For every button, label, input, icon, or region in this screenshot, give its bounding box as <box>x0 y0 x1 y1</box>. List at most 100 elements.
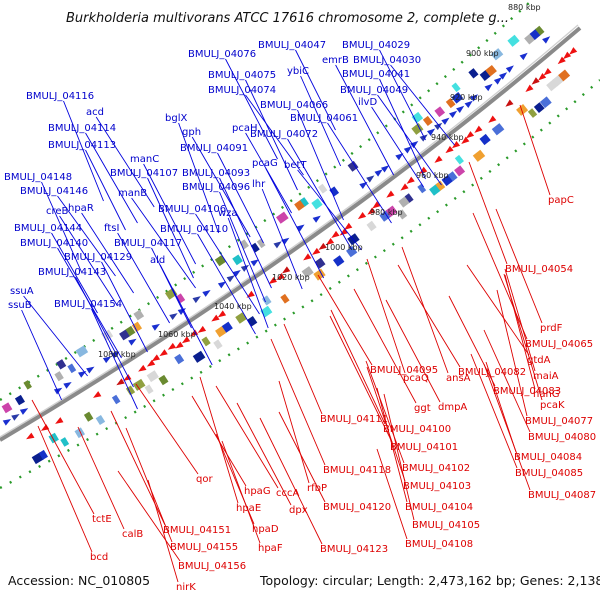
reverse-category-block <box>479 133 491 146</box>
reverse-gene-label: prdF <box>540 323 563 334</box>
reverse-gene-arrow <box>197 325 207 333</box>
reverse-category-block <box>235 312 247 324</box>
forward-gene-arrow <box>217 281 227 289</box>
reverse-gene-arrow <box>217 310 227 318</box>
forward-gene-arrow <box>63 381 72 389</box>
forward-label-leader <box>95 116 155 208</box>
forward-category-block <box>56 359 67 370</box>
reverse-label-leader <box>125 427 173 543</box>
reverse-gene-label: BMULJ_04083 <box>493 386 561 397</box>
forward-gene-label: BMULJ_04148 <box>4 172 72 183</box>
forward-gene-arrow <box>78 370 87 378</box>
forward-label-leader <box>191 136 251 238</box>
reverse-label-leader <box>31 399 95 515</box>
reverse-category-block <box>83 411 94 422</box>
tick-label: 1040 kbp <box>214 302 252 311</box>
reverse-gene-label: hpaG <box>244 486 271 497</box>
forward-gene-label: ybiC <box>287 66 309 77</box>
forward-gene-arrow <box>296 224 305 232</box>
forward-gene-label: ssuA <box>10 286 34 297</box>
forward-gene-arrow <box>11 414 20 421</box>
forward-label-leader <box>217 152 264 244</box>
forward-gene-label: BMULJ_04110 <box>160 224 228 235</box>
reverse-gene-arrow <box>40 424 50 431</box>
forward-gene-label: BMULJ_04075 <box>208 70 276 81</box>
reverse-label-leader <box>468 161 508 265</box>
forward-gene-label: BMULJ_04047 <box>258 40 326 51</box>
reverse-label-leader <box>504 268 536 372</box>
forward-gene-arrow <box>169 313 178 321</box>
reverse-gene-label: dmpA <box>438 402 467 413</box>
reverse-gene-arrow <box>325 238 335 246</box>
reverse-category-block <box>539 96 552 109</box>
forward-category-block <box>176 293 186 304</box>
reverse-gene-label: BMULJ_04082 <box>458 367 526 378</box>
reverse-gene-label: BMULJ_04111 <box>320 414 388 425</box>
reverse-gene-arrow <box>543 68 552 76</box>
reverse-label-leader <box>215 385 279 489</box>
reverse-gene-arrow <box>181 336 191 344</box>
reverse-gene-arrow <box>419 166 428 175</box>
forward-category-block <box>434 106 446 118</box>
reverse-gene-label: BMULJ_04156 <box>178 561 246 572</box>
forward-label-leader <box>295 49 336 131</box>
forward-label-leader <box>390 64 455 146</box>
reverse-category-block <box>366 220 377 232</box>
forward-gene-arrow <box>192 296 201 304</box>
label-lines <box>21 49 551 583</box>
forward-gene-label: BMULJ_04113 <box>48 140 116 151</box>
reverse-label-leader <box>366 366 406 482</box>
reverse-category-block <box>246 316 258 327</box>
forward-gene-arrow <box>505 65 514 73</box>
forward-category-block <box>239 239 249 250</box>
reverse-category-block <box>333 255 345 267</box>
forward-gene-arrow <box>232 270 241 278</box>
reverse-gene-arrow <box>159 349 168 357</box>
reverse-label-leader <box>135 383 199 475</box>
forward-gene-arrow <box>312 215 321 223</box>
reverse-category-block <box>95 414 106 426</box>
forward-gene-arrow <box>484 83 493 92</box>
reverse-label-leader <box>466 264 530 356</box>
reverse-category-block <box>397 209 408 220</box>
reverse-label-leader <box>383 393 415 521</box>
reverse-gene-arrow <box>488 115 497 123</box>
reverse-label-leader <box>317 274 373 366</box>
reverse-label-leader <box>353 288 417 404</box>
forward-category-block <box>133 309 145 321</box>
reverse-category-block <box>314 257 326 269</box>
reverse-gene-label: calB <box>122 529 143 540</box>
forward-label-leader <box>225 58 278 160</box>
tick-label: 900 kbp <box>466 49 499 58</box>
forward-gene-arrow <box>456 105 465 114</box>
reverse-gene-label: hpaD <box>252 524 279 535</box>
forward-gene-label: pcaG <box>252 158 278 169</box>
forward-label-leader <box>219 177 272 289</box>
forward-category-block <box>507 34 520 47</box>
forward-gene-arrow <box>2 418 12 426</box>
reverse-label-leader <box>376 448 408 540</box>
reverse-label-leader <box>330 309 386 425</box>
reverse-category-block <box>472 149 486 162</box>
reverse-gene-arrow <box>167 342 177 350</box>
reverse-category-block <box>38 449 48 460</box>
reverse-label-leader <box>236 402 292 506</box>
reverse-gene-arrow <box>138 364 147 372</box>
reverse-label-leader <box>483 363 531 491</box>
reverse-category-block <box>221 321 233 333</box>
reverse-category-block <box>447 171 458 182</box>
forward-gene-arrow <box>381 165 390 173</box>
reverse-gene-arrow <box>282 266 291 274</box>
reverse-category-block <box>174 353 185 365</box>
reverse-gene-label: BMULJ_04101 <box>390 442 458 453</box>
reverse-category-block <box>146 370 159 383</box>
reverse-gene-label: pcaK <box>540 400 565 411</box>
forward-gene-arrow <box>250 259 259 267</box>
reverse-gene-arrow <box>151 354 161 362</box>
forward-label-leader <box>335 64 394 176</box>
forward-category-block <box>451 82 461 93</box>
reverse-gene-label: BMULJ_04102 <box>402 463 470 474</box>
reverse-gene-label: BMULJ_04105 <box>412 520 480 531</box>
reverse-gene-arrow <box>344 222 353 230</box>
